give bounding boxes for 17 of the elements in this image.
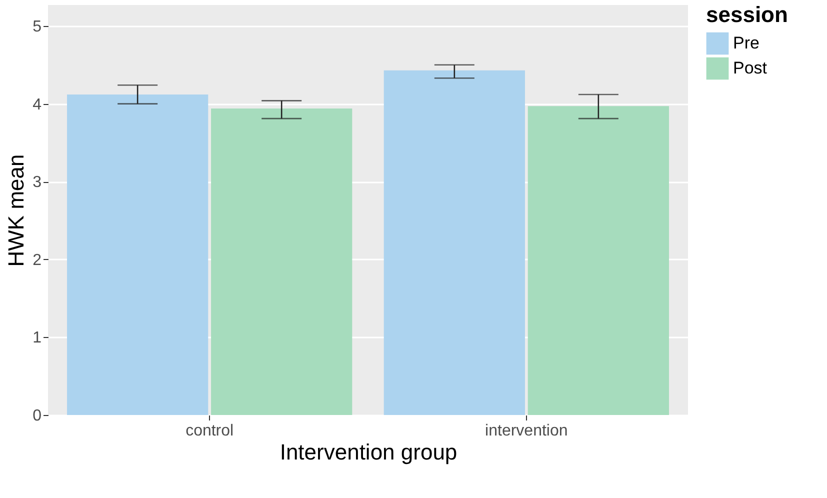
bar: [211, 108, 352, 415]
y-tick-label: 0: [32, 408, 42, 424]
y-tick-label: 1: [32, 330, 42, 347]
y-tick-label: 2: [32, 252, 42, 269]
y-tick-label: 3: [32, 174, 42, 192]
x-axis-title: Intervention group: [280, 440, 458, 464]
x-tick-label: intervention: [485, 422, 568, 440]
legend-title: session: [706, 2, 788, 27]
legend-label: Pre: [733, 34, 760, 52]
bar: [67, 94, 208, 415]
legend-label: Post: [733, 58, 768, 78]
x-tick-label: control: [186, 422, 234, 440]
bar: [384, 70, 525, 415]
y-tick-label: 4: [32, 96, 42, 114]
y-tick-label: 5: [32, 18, 42, 36]
y-axis-title: HWK mean: [4, 154, 29, 267]
bar: [528, 106, 669, 415]
